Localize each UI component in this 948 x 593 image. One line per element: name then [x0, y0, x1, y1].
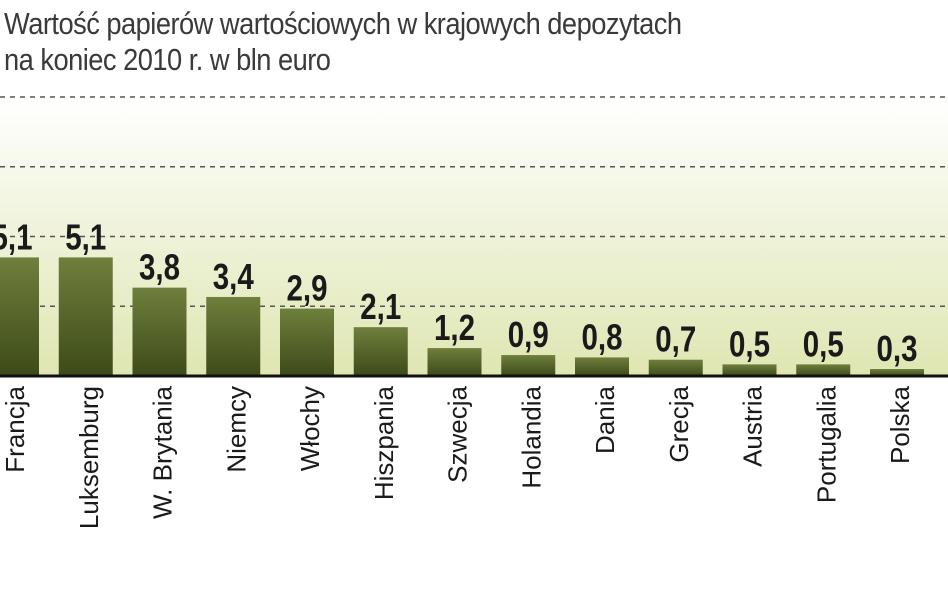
- category-label: Francja: [0, 385, 30, 472]
- bar: [796, 364, 851, 376]
- category-label: Włochy: [295, 386, 325, 471]
- data-label: 3,4: [213, 256, 255, 296]
- data-label: 5,1: [65, 217, 106, 257]
- category-label: Dania: [590, 385, 620, 453]
- category-label: Hiszpania: [369, 385, 399, 500]
- category-label: Luksemburg: [74, 386, 104, 529]
- bar: [501, 355, 556, 376]
- category-label: Austria: [738, 385, 768, 466]
- bar: [58, 257, 113, 376]
- category-label: Holandia: [516, 385, 546, 488]
- bar: [132, 287, 187, 376]
- bar: [648, 359, 703, 376]
- bar: [206, 296, 261, 376]
- data-label: 0,7: [655, 319, 696, 359]
- data-label: 0,5: [803, 324, 844, 364]
- category-label: Polska: [885, 385, 915, 464]
- chart-title: Wartość papierów wartościowych w krajowy…: [4, 6, 682, 41]
- category-label: Grecja: [664, 385, 694, 462]
- chart-subtitle: na koniec 2010 r. w bln euro: [4, 42, 331, 77]
- category-label: Szwecja: [443, 385, 473, 482]
- data-label: 3,8: [139, 247, 180, 287]
- bar: [722, 364, 777, 376]
- data-label: 1,2: [434, 307, 475, 347]
- bar: [353, 327, 408, 376]
- chart-title-block: Wartość papierów wartościowych w krajowy…: [4, 6, 682, 78]
- bar: [280, 308, 334, 376]
- category-label: Portugalia: [811, 385, 841, 503]
- data-label: 0,3: [876, 328, 917, 368]
- category-label: Niemcy: [221, 386, 251, 473]
- data-label: 0,9: [508, 314, 549, 354]
- data-label: 5,1: [0, 217, 33, 257]
- data-label: 2,1: [360, 286, 401, 326]
- category-label: W. Brytania: [148, 385, 178, 518]
- bar: [427, 348, 482, 376]
- data-label: 2,9: [286, 268, 327, 308]
- data-label: 0,8: [581, 317, 622, 357]
- bar: [870, 369, 924, 376]
- bar: [0, 257, 39, 376]
- data-label: 0,5: [729, 324, 770, 364]
- bar: [575, 357, 629, 376]
